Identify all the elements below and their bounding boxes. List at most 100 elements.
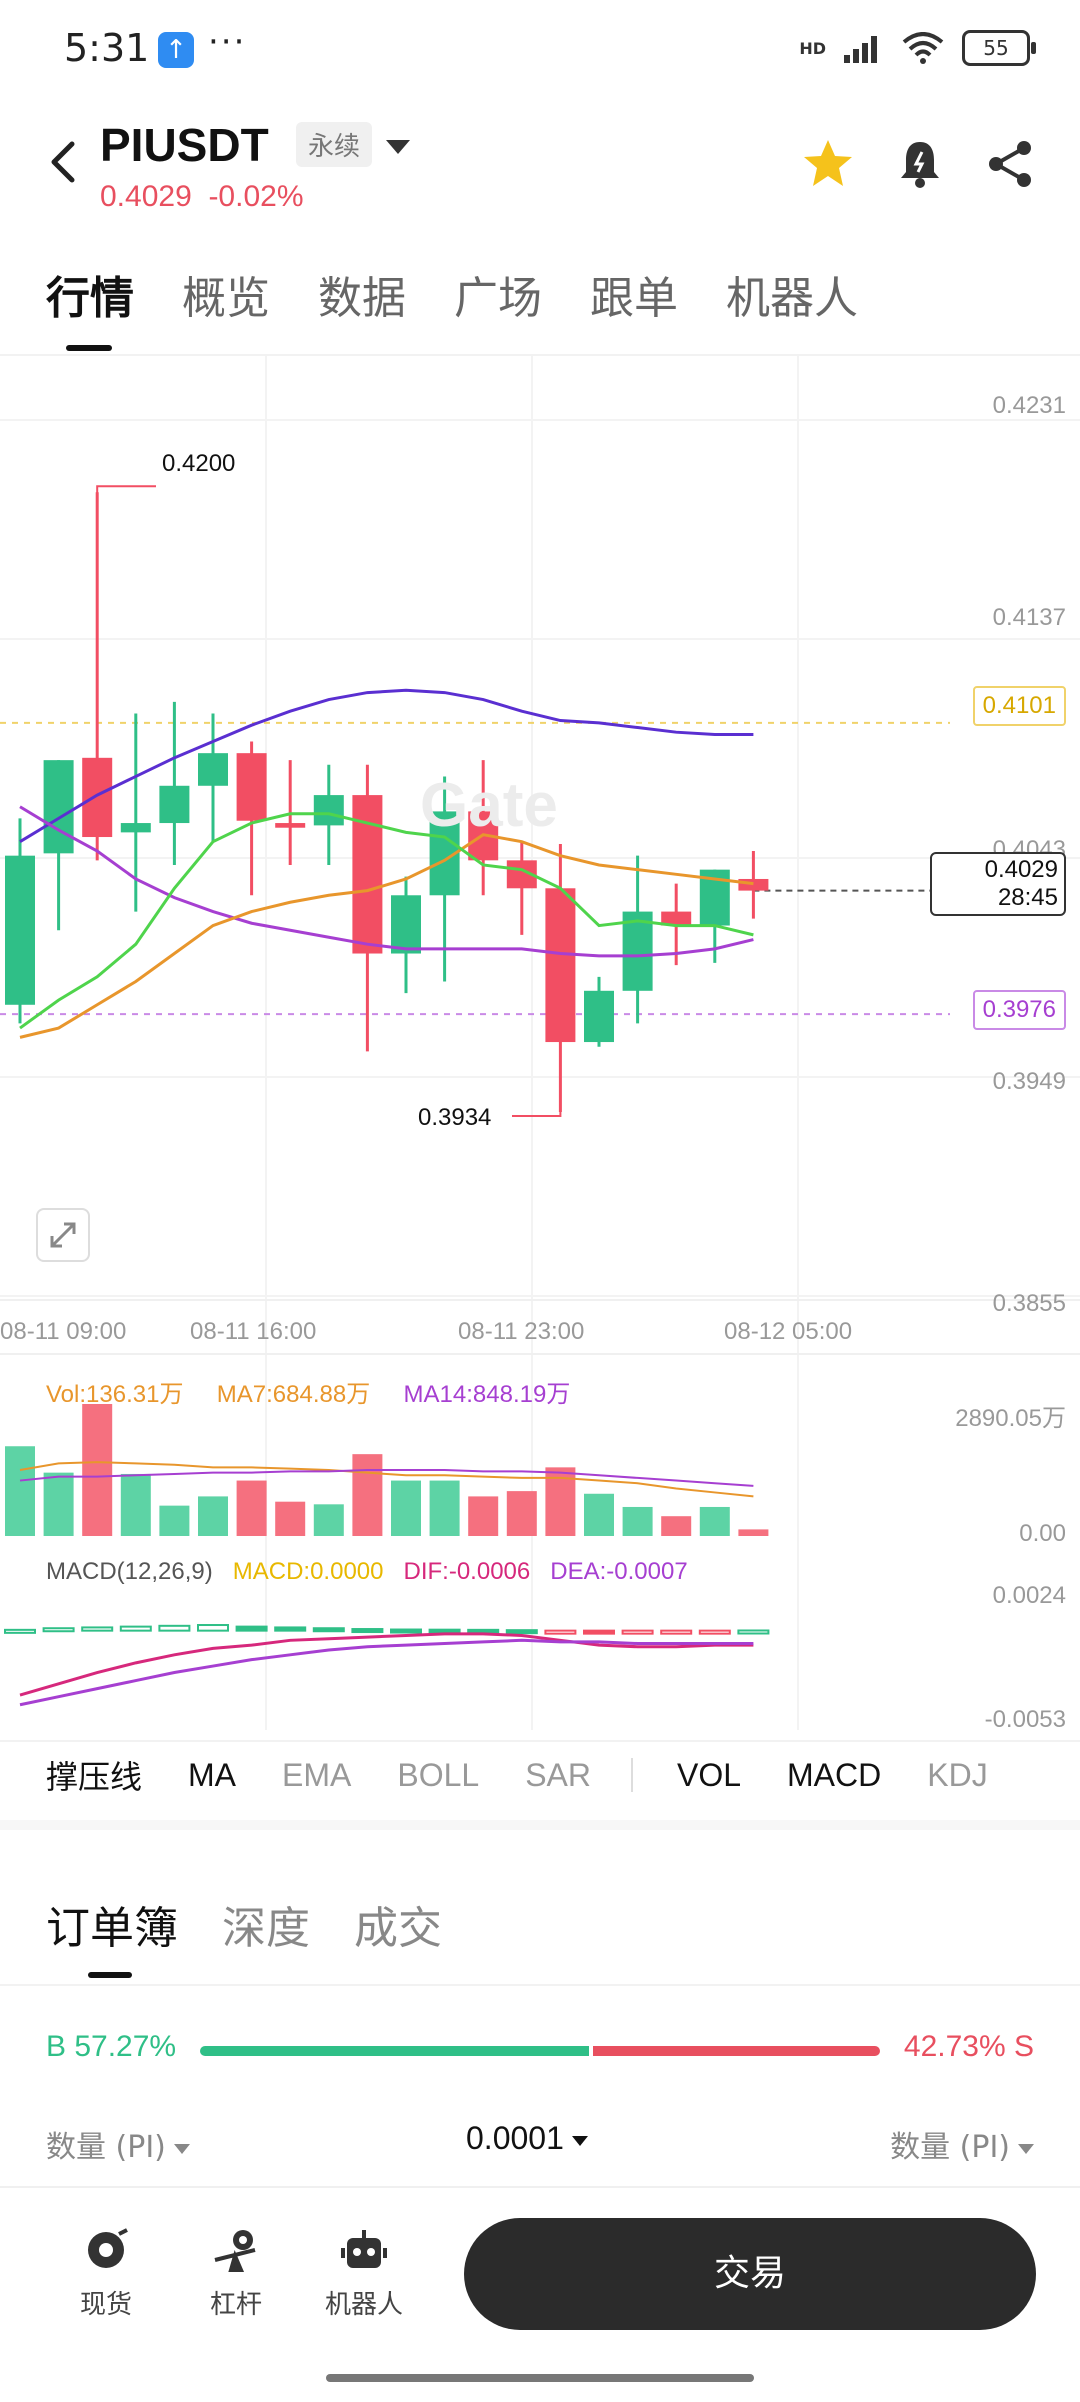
price-step-select[interactable]: 0.0001 bbox=[466, 2120, 588, 2157]
indicator-support-resistance[interactable]: 撑压线 bbox=[46, 1759, 143, 1795]
candle-body bbox=[313, 795, 344, 826]
kline-chart[interactable] bbox=[0, 356, 1080, 1740]
fullscreen-button[interactable] bbox=[36, 1208, 90, 1262]
indicator-macd[interactable]: MACD bbox=[787, 1756, 882, 1793]
x-tick-label: 08-11 09:00 bbox=[0, 1318, 127, 1345]
candle-body bbox=[584, 990, 614, 1043]
volume-bar bbox=[584, 1493, 614, 1536]
tab-trades[interactable]: 成交 bbox=[354, 1903, 442, 1954]
macd-max-label: 0.0024 bbox=[992, 1582, 1066, 1609]
macd-dif: DIF:-0.0006 bbox=[403, 1558, 531, 1585]
dropdown-icon bbox=[173, 2143, 190, 2154]
macd-dif-line bbox=[19, 1632, 754, 1697]
candle-body bbox=[391, 895, 421, 954]
trade-button[interactable]: 交易 bbox=[464, 2218, 1036, 2330]
share-icon[interactable] bbox=[982, 136, 1038, 192]
dropdown-icon bbox=[1018, 2143, 1034, 2154]
volume-bar bbox=[391, 1480, 421, 1536]
price-step-value: 0.0001 bbox=[466, 2120, 564, 2156]
macd-dea: DEA:-0.0007 bbox=[550, 1558, 688, 1585]
candle-countdown: 28:45 bbox=[997, 884, 1058, 911]
macd-histogram-bar bbox=[660, 1629, 693, 1635]
symbol-dropdown-icon[interactable] bbox=[386, 140, 410, 154]
x-tick-label: 08-11 16:00 bbox=[190, 1318, 317, 1345]
macd-histogram-bar bbox=[119, 1625, 152, 1632]
price-line: 0.4029 -0.02% bbox=[100, 180, 304, 214]
volume-bar bbox=[661, 1516, 692, 1536]
candle-body bbox=[661, 911, 692, 926]
contract-type-badge[interactable]: 永续 bbox=[296, 122, 373, 167]
expand-icon bbox=[50, 1222, 76, 1248]
ma-upper-line bbox=[19, 688, 754, 843]
favorite-star-icon[interactable] bbox=[800, 136, 856, 192]
indicator-vol[interactable]: VOL bbox=[676, 1756, 742, 1793]
macd-histogram-bar bbox=[505, 1629, 538, 1635]
tab-market[interactable]: 行情 bbox=[46, 273, 134, 324]
vol-value: Vol:136.31万 bbox=[46, 1381, 184, 1408]
candle-body bbox=[275, 823, 306, 828]
vol-min-label: 0.00 bbox=[1019, 1520, 1066, 1547]
watermark: Gate bbox=[420, 771, 558, 840]
nav-margin-label: 杠杆 bbox=[209, 2290, 262, 2320]
quantity-unit-left-select[interactable]: 数量 (PI) bbox=[46, 2122, 190, 2166]
volume-bar bbox=[120, 1473, 151, 1536]
buy-sell-ratio-bar bbox=[200, 2046, 880, 2056]
indicator-sar[interactable]: SAR bbox=[525, 1756, 591, 1793]
vol-ma7: MA7:684.88万 bbox=[216, 1381, 371, 1408]
dropdown-icon bbox=[571, 2135, 588, 2146]
low-leader-line bbox=[512, 1103, 562, 1117]
tab-overview[interactable]: 概览 bbox=[182, 273, 270, 324]
nav-spot[interactable]: 现货 bbox=[56, 2226, 156, 2321]
indicator-boll[interactable]: BOLL bbox=[397, 1756, 480, 1793]
quantity-unit-label: 数量 (PI) bbox=[890, 2130, 1010, 2165]
volume-legend: Vol:136.31万 MA7:684.88万 MA14:848.19万 bbox=[46, 1374, 570, 1409]
orderbook-tab-indicator bbox=[88, 1972, 132, 1978]
volume-bar bbox=[236, 1480, 267, 1536]
tab-bot[interactable]: 机器人 bbox=[726, 273, 858, 324]
macd-histogram-bar bbox=[737, 1629, 770, 1635]
macd-histogram-bar bbox=[351, 1628, 384, 1634]
quantity-unit-right-select[interactable]: 数量 (PI) bbox=[890, 2122, 1034, 2166]
macd-histogram-bar bbox=[42, 1627, 75, 1633]
macd-histogram-bar bbox=[197, 1624, 229, 1632]
indicator-ma[interactable]: MA bbox=[188, 1756, 237, 1793]
volume-bar bbox=[5, 1446, 35, 1536]
macd-histogram-bar bbox=[158, 1624, 191, 1632]
tab-square[interactable]: 广场 bbox=[454, 273, 542, 324]
divider bbox=[0, 1740, 1080, 1742]
tab-copy-trade[interactable]: 跟单 bbox=[590, 273, 678, 324]
candle-body bbox=[120, 823, 151, 833]
sell-ratio: 42.73% S bbox=[903, 2030, 1034, 2063]
tab-data[interactable]: 数据 bbox=[318, 273, 406, 324]
robot-icon bbox=[341, 2230, 387, 2268]
volume-bar bbox=[699, 1506, 730, 1536]
price-alert-bell-icon[interactable] bbox=[892, 136, 948, 192]
ma-orange-line bbox=[19, 833, 754, 1039]
divider bbox=[0, 354, 1080, 356]
tab-orderbook[interactable]: 订单簿 bbox=[46, 1903, 178, 1954]
active-tab-indicator bbox=[66, 345, 112, 351]
home-indicator[interactable] bbox=[326, 2374, 754, 2382]
candle-body bbox=[159, 785, 190, 824]
wifi-icon bbox=[902, 32, 944, 64]
macd-histogram-bar bbox=[235, 1625, 268, 1632]
indicator-kdj[interactable]: KDJ bbox=[927, 1756, 988, 1793]
upload-notification-icon: ↑ bbox=[158, 32, 194, 68]
high-price-label: 0.4200 bbox=[162, 450, 236, 478]
tab-depth[interactable]: 深度 bbox=[222, 1903, 310, 1954]
symbol-title[interactable]: PIUSDT bbox=[100, 119, 269, 171]
candle-body bbox=[82, 757, 113, 838]
macd-histogram-bar bbox=[312, 1627, 345, 1633]
volume-ma14-line bbox=[19, 1469, 754, 1487]
nav-bot[interactable]: 机器人 bbox=[316, 2226, 412, 2321]
indicator-ema[interactable]: EMA bbox=[282, 1756, 352, 1793]
nav-margin[interactable]: 杠杆 bbox=[186, 2226, 286, 2321]
back-icon[interactable] bbox=[44, 140, 84, 184]
macd-histogram-bar bbox=[544, 1629, 577, 1635]
macd-min-label: -0.0053 bbox=[984, 1706, 1066, 1733]
candle-body bbox=[198, 753, 228, 786]
main-tabs: 行情 概览 数据 广场 跟单 机器人 bbox=[46, 262, 906, 326]
volume-bar bbox=[198, 1496, 228, 1536]
ma-purple-line bbox=[19, 805, 754, 958]
volume-bar bbox=[43, 1472, 74, 1536]
